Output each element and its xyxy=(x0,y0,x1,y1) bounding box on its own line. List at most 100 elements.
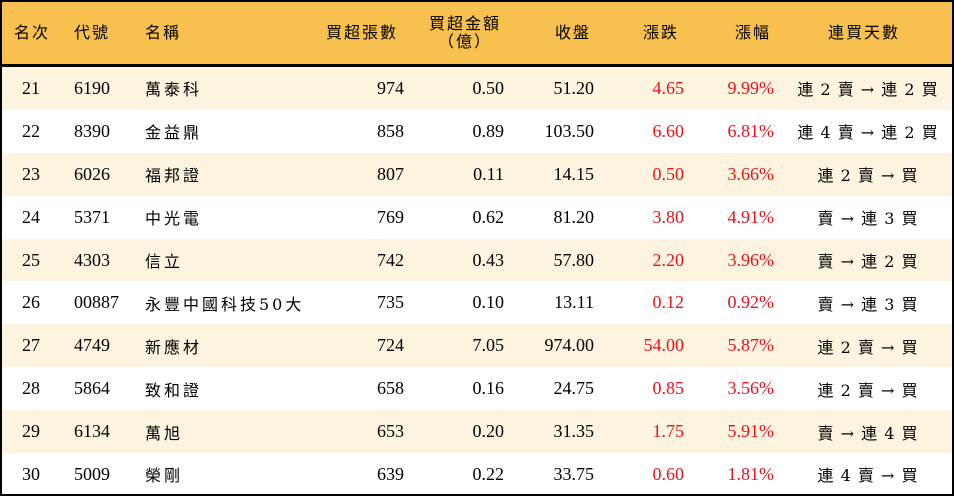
cell-name: 永豐中國科技50大 xyxy=(145,294,305,314)
cell-net-buy-lots: 724 xyxy=(377,335,404,356)
cell-code: 8390 xyxy=(74,120,110,141)
cell-name: 萬旭 xyxy=(145,423,184,443)
cell-close: 24.75 xyxy=(553,378,595,399)
cell-close: 14.15 xyxy=(553,163,595,184)
cell-change: 0.85 xyxy=(652,378,685,399)
cell-net-buy-lots: 769 xyxy=(377,206,404,227)
header-net-buy-amount: 買超金額 （億） xyxy=(420,2,510,64)
table-row: 21 6190 萬泰科 974 0.50 51.20 4.65 9.99% 連 … xyxy=(2,67,952,110)
cell-rank: 23 xyxy=(22,163,40,184)
cell-net-buy-lots: 653 xyxy=(377,421,404,442)
cell-consecutive-days: 連 4 賣 → 連 2 買 xyxy=(797,123,939,143)
cell-consecutive-days: 賣 → 連 3 買 xyxy=(817,209,919,229)
cell-net-buy-amount: 0.62 xyxy=(472,206,505,227)
table-row: 22 8390 金益鼎 858 0.89 103.50 6.60 6.81% 連… xyxy=(2,110,952,153)
cell-rank: 26 xyxy=(22,292,40,313)
table-row: 24 5371 中光電 769 0.62 81.20 3.80 4.91% 賣 … xyxy=(2,196,952,239)
cell-net-buy-lots: 858 xyxy=(377,120,404,141)
cell-change-pct: 3.96% xyxy=(727,249,775,270)
cell-net-buy-lots: 742 xyxy=(377,249,404,270)
cell-net-buy-amount: 0.10 xyxy=(472,292,505,313)
header-name: 名稱 xyxy=(145,23,182,42)
table-row: 26 00887 永豐中國科技50大 735 0.10 13.11 0.12 0… xyxy=(2,281,952,324)
cell-code: 5864 xyxy=(74,378,110,399)
cell-consecutive-days: 連 2 賣 → 買 xyxy=(817,166,919,186)
cell-change: 0.60 xyxy=(652,463,685,484)
table-row: 23 6026 福邦證 807 0.11 14.15 0.50 3.66% 連 … xyxy=(2,152,952,196)
cell-close: 31.35 xyxy=(553,421,595,442)
table-row: 25 4303 信立 742 0.43 57.80 2.20 3.96% 賣 →… xyxy=(2,238,952,282)
table-row: 28 5864 致和證 658 0.16 24.75 0.85 3.56% 連 … xyxy=(2,367,952,410)
cell-name: 福邦證 xyxy=(145,166,203,186)
cell-rank: 29 xyxy=(22,421,40,442)
cell-name: 榮剛 xyxy=(145,466,184,486)
cell-change: 0.50 xyxy=(652,163,685,184)
table-row: 30 5009 榮剛 639 0.22 33.75 0.60 1.81% 連 4… xyxy=(2,453,952,496)
cell-change-pct: 5.91% xyxy=(727,421,775,442)
cell-change: 4.65 xyxy=(652,77,685,98)
cell-consecutive-days: 連 2 賣 → 買 xyxy=(817,380,919,400)
table-row: 29 6134 萬旭 653 0.20 31.35 1.75 5.91% 賣 →… xyxy=(2,410,952,454)
cell-close: 33.75 xyxy=(553,463,595,484)
header-change-pct: 漲幅 xyxy=(735,23,772,42)
cell-net-buy-amount: 7.05 xyxy=(472,335,505,356)
table-header: 名次 代號 名稱 買超張數 買超金額 （億） 收盤 漲跌 漲幅 連買天數 xyxy=(2,2,952,67)
cell-consecutive-days: 連 4 賣 → 買 xyxy=(817,466,919,486)
cell-consecutive-days: 賣 → 連 3 買 xyxy=(817,294,919,314)
header-code: 代號 xyxy=(74,23,111,42)
cell-change-pct: 9.99% xyxy=(727,77,775,98)
cell-code: 5009 xyxy=(74,463,110,484)
cell-code: 6026 xyxy=(74,163,110,184)
cell-close: 13.11 xyxy=(554,292,594,313)
cell-rank: 24 xyxy=(22,206,40,227)
cell-name: 致和證 xyxy=(145,380,203,400)
cell-rank: 22 xyxy=(22,120,40,141)
header-rank: 名次 xyxy=(14,23,51,42)
cell-change: 54.00 xyxy=(643,335,685,356)
cell-consecutive-days: 連 2 賣 → 連 2 買 xyxy=(797,80,939,100)
cell-code: 4749 xyxy=(74,335,110,356)
cell-rank: 28 xyxy=(22,378,40,399)
cell-code: 6134 xyxy=(74,421,110,442)
cell-rank: 30 xyxy=(22,463,40,484)
cell-net-buy-amount: 0.11 xyxy=(473,163,504,184)
header-consecutive-days: 連買天數 xyxy=(828,23,901,42)
cell-net-buy-amount: 0.20 xyxy=(472,421,505,442)
cell-change: 1.75 xyxy=(652,421,685,442)
cell-net-buy-lots: 807 xyxy=(377,163,404,184)
cell-consecutive-days: 賣 → 連 2 買 xyxy=(817,252,919,271)
cell-code: 00887 xyxy=(74,292,119,313)
cell-change-pct: 6.81% xyxy=(727,120,775,141)
header-change: 漲跌 xyxy=(643,23,680,42)
header-net-buy-lots: 買超張數 xyxy=(326,23,399,42)
cell-name: 萬泰科 xyxy=(145,80,203,100)
cell-name: 新應材 xyxy=(145,337,203,357)
cell-rank: 21 xyxy=(22,77,40,98)
cell-net-buy-amount: 0.89 xyxy=(472,120,505,141)
cell-consecutive-days: 連 2 賣 → 買 xyxy=(817,337,919,357)
cell-net-buy-lots: 658 xyxy=(377,378,404,399)
cell-net-buy-lots: 974 xyxy=(377,77,404,98)
cell-net-buy-amount: 0.50 xyxy=(472,77,505,98)
cell-net-buy-lots: 639 xyxy=(377,463,404,484)
cell-rank: 25 xyxy=(22,249,40,270)
cell-change: 2.20 xyxy=(652,249,685,270)
cell-change-pct: 1.81% xyxy=(727,463,775,484)
cell-change-pct: 4.91% xyxy=(727,206,775,227)
cell-rank: 27 xyxy=(22,335,40,356)
cell-name: 中光電 xyxy=(145,209,203,229)
cell-net-buy-amount: 0.16 xyxy=(472,378,505,399)
cell-code: 5371 xyxy=(74,206,110,227)
header-net-buy-amount-line2: （億） xyxy=(437,32,492,51)
cell-close: 81.20 xyxy=(553,206,595,227)
header-net-buy-amount-line1: 買超金額 xyxy=(428,14,501,33)
cell-close: 974.00 xyxy=(544,335,595,356)
cell-close: 51.20 xyxy=(553,77,595,98)
cell-change: 0.12 xyxy=(652,292,685,313)
cell-change-pct: 3.66% xyxy=(727,163,775,184)
cell-net-buy-amount: 0.22 xyxy=(472,463,505,484)
table-row: 27 4749 新應材 724 7.05 974.00 54.00 5.87% … xyxy=(2,324,952,368)
cell-change: 6.60 xyxy=(652,120,685,141)
cell-net-buy-lots: 735 xyxy=(377,292,404,313)
